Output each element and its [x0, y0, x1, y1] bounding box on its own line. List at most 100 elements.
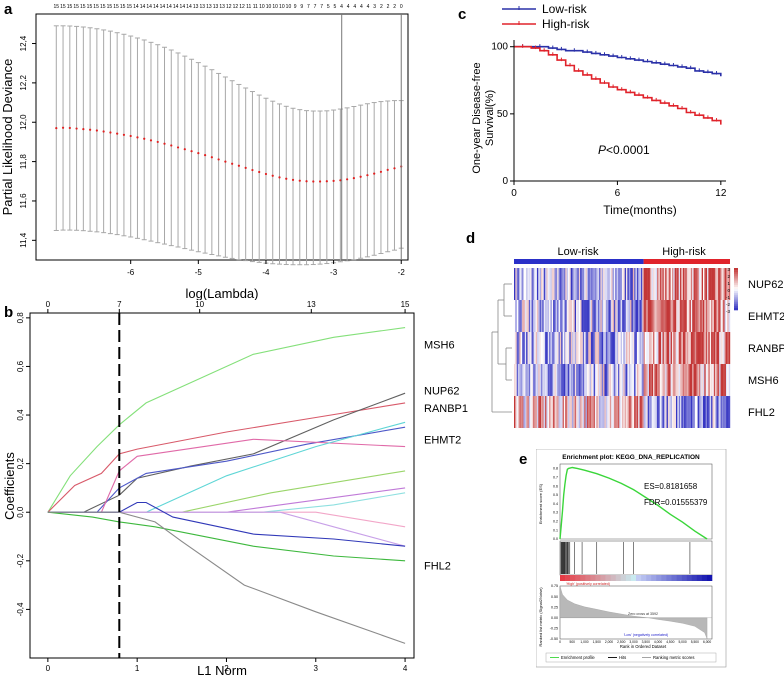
heatmap-cell	[639, 332, 642, 364]
heatmap-cell	[651, 396, 654, 428]
heatmap-cell	[704, 268, 706, 300]
heatmap-cell	[526, 268, 528, 300]
heatmap-cell	[539, 332, 542, 364]
heatmap-cell	[674, 268, 677, 300]
scale-tick-label: 1	[727, 281, 730, 286]
heatmap-cell	[624, 364, 627, 396]
heatmap-cell	[568, 396, 570, 428]
coefficient-path	[47, 487, 406, 513]
heatmap-cell	[624, 396, 627, 428]
mean-point	[271, 174, 274, 177]
heatmap-cell	[592, 332, 594, 364]
heatmap-cell	[555, 300, 558, 332]
heatmap-cell	[628, 396, 631, 428]
heatmap-cell	[677, 364, 679, 396]
heatmap-cell	[717, 332, 720, 364]
heatmap-cell	[615, 364, 617, 396]
heatmap-cell	[601, 364, 604, 396]
heatmap-cell	[658, 268, 660, 300]
heatmap-cell	[723, 332, 725, 364]
mean-point	[183, 148, 186, 151]
es-tick-label: 0.8	[553, 467, 558, 471]
heatmap-cell	[590, 396, 593, 428]
heatmap-cell	[685, 268, 687, 300]
survival-line	[514, 45, 722, 125]
heatmap-cell	[663, 332, 666, 364]
es-tick-label: 0.3	[553, 511, 558, 515]
heatmap-cell	[651, 268, 654, 300]
heatmap-cell	[623, 364, 625, 396]
heatmap-cell	[707, 300, 709, 332]
heatmap-cell	[697, 300, 700, 332]
heatmap-cell	[574, 396, 577, 428]
mean-point	[55, 127, 58, 130]
gradient-cell	[575, 575, 581, 581]
heatmap-cell	[643, 332, 646, 364]
top-count-label: 13	[206, 4, 212, 10]
heatmap-cell	[632, 332, 635, 364]
top-count-label: 13	[199, 4, 205, 10]
top-count-label: 15	[126, 4, 132, 10]
heatmap-cell	[671, 268, 674, 300]
top-count-label: 15	[107, 4, 113, 10]
heatmap-cell	[692, 300, 694, 332]
y-tick-label: -0,2	[16, 553, 25, 567]
mean-point	[258, 170, 261, 174]
heatmap-cell	[584, 268, 586, 300]
heatmap-cell	[632, 300, 635, 332]
heatmap-cell	[698, 396, 701, 428]
heatmap-cell	[617, 300, 620, 332]
heatmap-cell	[535, 364, 538, 396]
heatmap-cell	[599, 396, 601, 428]
heatmap-cell	[524, 300, 527, 332]
mean-point	[264, 172, 268, 176]
scale-swatch	[734, 297, 738, 300]
gradient-cell	[646, 575, 652, 581]
heatmap-cell	[643, 364, 646, 396]
heatmap-cell	[630, 268, 632, 300]
heatmap-cell	[572, 396, 574, 428]
heatmap-cell	[697, 332, 700, 364]
heatmap-cell	[557, 364, 559, 396]
heatmap-cell	[646, 364, 648, 396]
heatmap-cell	[608, 396, 611, 428]
heatmap-cell	[693, 332, 696, 364]
heatmap-cell	[661, 396, 663, 428]
heatmap-cell	[712, 396, 714, 428]
x-tick-label: -3	[330, 268, 338, 277]
heatmap-cell	[663, 364, 666, 396]
high-label: 'High' (positively correlated)	[566, 582, 610, 586]
heatmap-cell	[522, 300, 524, 332]
gene-label: FHL2	[424, 561, 451, 573]
heatmap-cell	[600, 364, 602, 396]
hits-frame	[559, 540, 713, 576]
heatmap-cell	[667, 268, 670, 300]
heatmap-cell	[518, 268, 520, 300]
heatmap-cell	[539, 300, 542, 332]
heatmap-cell	[607, 268, 609, 300]
y-tick-label: 0,8	[16, 312, 25, 324]
heatmap-cell	[605, 300, 608, 332]
x-axis: -6 -5 -4 -3 -2	[127, 260, 405, 277]
heatmap-cell	[608, 300, 611, 332]
heatmap-cell	[671, 300, 674, 332]
heatmap-cell	[550, 396, 552, 428]
heatmap-cell	[694, 364, 697, 396]
heatmap-cell	[617, 396, 620, 428]
scale-swatch	[734, 278, 738, 281]
mean-point	[352, 177, 355, 180]
heatmap-cell	[665, 396, 667, 428]
panel-e-gsea-plot: Enrichment plot: KEGG_DNA_REPLICATION 0.…	[536, 449, 727, 668]
heatmap-cell	[662, 300, 665, 332]
heatmap-cell	[514, 268, 516, 300]
heatmap-cell	[597, 268, 600, 300]
heatmap-cell	[562, 268, 565, 300]
x-axis-title: log(Lambda)	[186, 286, 259, 300]
heatmap-cell	[694, 268, 697, 300]
scale-swatch	[734, 282, 738, 286]
heatmap-cell	[622, 396, 624, 428]
heatmap-cell	[705, 364, 708, 396]
y-axis: 11,4 11,6 11,8 12,0 12,2 12,4	[19, 35, 36, 248]
top-count-label: 14	[173, 4, 179, 10]
heatmap-cell	[666, 268, 669, 300]
